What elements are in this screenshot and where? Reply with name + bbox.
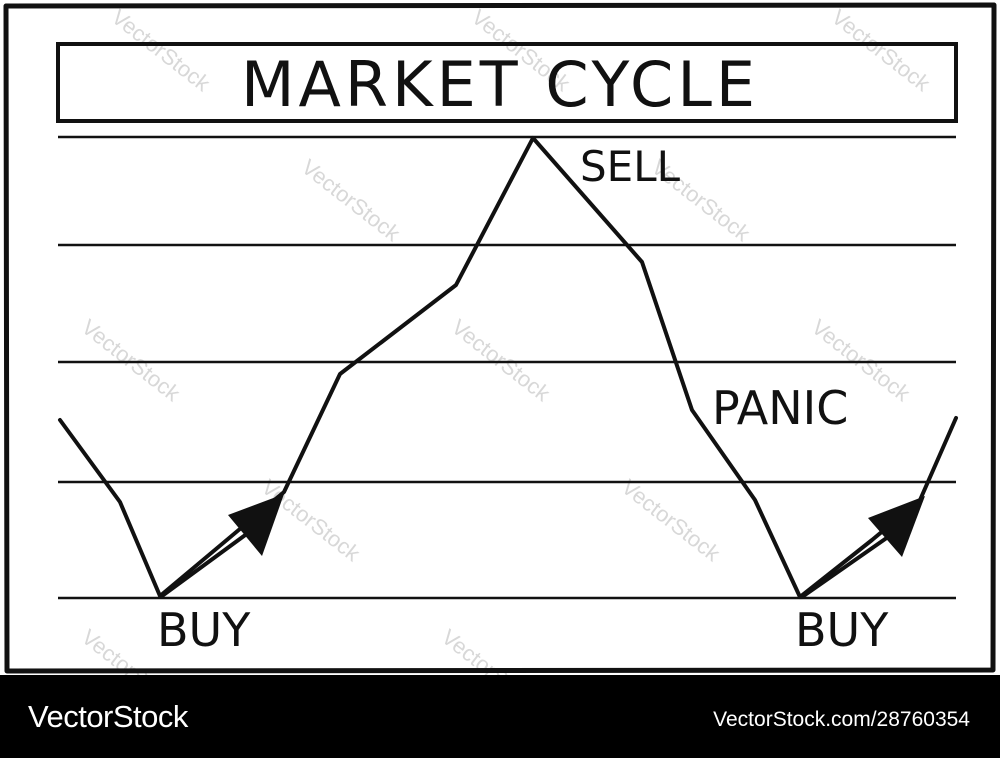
footer-reference: VectorStock.com/28760354	[713, 708, 970, 731]
buy-label-right: BUY	[795, 603, 889, 657]
title-box	[56, 42, 958, 123]
market-cycle-curve	[58, 136, 958, 599]
up-arrow-right	[800, 496, 925, 599]
ruled-lines	[58, 135, 956, 600]
watermark-text: VectorStock	[297, 154, 406, 247]
panic-label: PANIC	[712, 381, 848, 435]
footer-brand: VectorStock	[28, 699, 188, 734]
buy-label-left: BUY	[157, 603, 251, 657]
footer-bar: VectorStock VectorStock.com/28760354	[0, 675, 1000, 758]
outer-frame	[3, 2, 997, 674]
arrowhead-icon	[868, 496, 925, 557]
watermark-text: VectorStock	[107, 4, 216, 97]
watermark-text: VectorStock	[447, 314, 556, 407]
diagram-title: MARKET CYCLE	[241, 48, 759, 121]
up-arrow-left	[160, 494, 284, 598]
arrowhead-icon	[228, 494, 284, 556]
market-cycle-diagram: VectorStock VectorStock VectorStock VectorS…	[3, 2, 997, 675]
watermark-text: VectorStock	[827, 4, 936, 97]
sell-label: SELL	[580, 142, 681, 191]
watermark-text: VectorStock	[437, 624, 546, 675]
watermark-text: VectorStock	[77, 314, 186, 407]
watermark-text: VectorStock	[617, 474, 726, 567]
